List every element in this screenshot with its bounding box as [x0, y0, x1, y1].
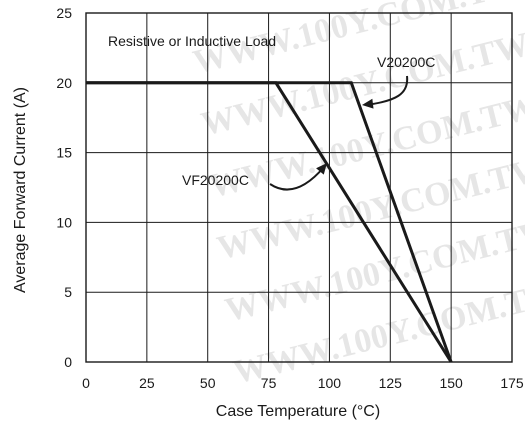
tick-labels: 0 25 50 75 100 125 150 175 0 5 10 15 20 25	[56, 5, 523, 391]
series-line-vf20200c	[86, 81, 453, 363]
series-lines	[86, 81, 453, 363]
watermark-layer: WWW.100Y.COM.TWWWW.100Y.COM.TWWWW.100Y.C…	[190, 0, 525, 391]
grid-lines	[86, 13, 512, 362]
y-tick-label: 15	[56, 145, 72, 161]
series-pointer-vf20200c	[269, 166, 325, 191]
series-label-v20200c: V20200C	[377, 54, 435, 70]
x-tick-label: 50	[200, 375, 216, 391]
x-tick-label: 25	[139, 375, 155, 391]
y-tick-label: 20	[56, 75, 72, 91]
y-tick-label: 5	[64, 284, 72, 300]
x-axis-title: Case Temperature (°C)	[216, 403, 380, 420]
series-label-vf20200c: VF20200C	[182, 172, 249, 188]
x-tick-label: 100	[318, 375, 342, 391]
x-tick-label: 75	[261, 375, 277, 391]
x-tick-label: 150	[439, 375, 463, 391]
y-tick-label: 0	[64, 354, 72, 370]
series-pointer-v20200c	[365, 75, 409, 106]
y-axis-title: Average Forward Current (A)	[12, 87, 29, 293]
arrowhead-icon	[362, 98, 374, 109]
x-tick-label: 125	[379, 375, 403, 391]
x-tick-label: 0	[82, 375, 90, 391]
plot-frame	[85, 12, 513, 363]
load-type-annotation: Resistive or Inductive Load	[108, 33, 276, 49]
x-tick-label: 175	[500, 375, 524, 391]
y-tick-label: 25	[56, 5, 72, 21]
arrowhead-icon	[316, 163, 327, 175]
y-tick-label: 10	[56, 214, 72, 230]
